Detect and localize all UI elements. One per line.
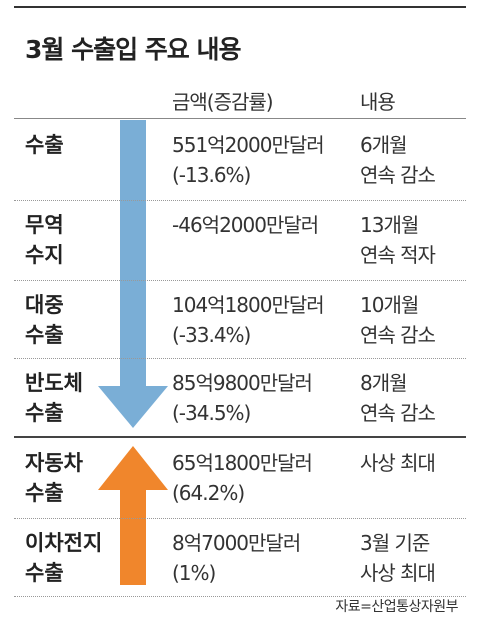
row-label: 수출 <box>25 481 64 505</box>
row-amount: (64.2%) <box>172 481 245 505</box>
row-amount: 65억1800만달러 <box>172 451 313 475</box>
row-amount: -46억2000만달러 <box>172 213 319 237</box>
row-note: 연속 감소 <box>360 401 436 425</box>
header-rule <box>14 118 466 119</box>
row-label: 대중 <box>25 293 64 317</box>
row-label: 수출 <box>25 401 64 425</box>
row-note: 3월 기준 <box>360 531 430 555</box>
row-note: 8개월 <box>360 371 408 395</box>
row-separator <box>14 280 466 281</box>
title: 3월 수출입 주요 내용 <box>25 35 242 64</box>
divider <box>14 436 466 438</box>
row-amount: (-34.5%) <box>172 401 251 425</box>
up-arrow-shaft <box>120 489 146 585</box>
row-amount: (-13.6%) <box>172 163 251 187</box>
header-note: 내용 <box>360 90 396 114</box>
row-note: 10개월 <box>360 293 419 317</box>
up-arrow-head <box>98 446 168 490</box>
down-arrow-shaft <box>120 120 146 386</box>
row-label: 수출 <box>25 561 64 585</box>
bottom-rule <box>14 596 466 597</box>
row-label: 수지 <box>25 243 64 267</box>
source: 자료=산업통상자원부 <box>335 599 458 615</box>
row-amount: 551억2000만달러 <box>172 133 325 157</box>
row-amount: 104억1800만달러 <box>172 293 325 317</box>
row-label: 자동차 <box>25 451 83 475</box>
row-label: 수출 <box>25 323 64 347</box>
row-label: 수출 <box>25 133 64 157</box>
row-note: 사상 최대 <box>360 451 436 475</box>
row-amount: (1%) <box>172 561 216 585</box>
row-note: 사상 최대 <box>360 561 436 585</box>
row-label: 무역 <box>25 213 64 237</box>
header-amount: 금액(증감률) <box>172 90 274 114</box>
row-note: 연속 감소 <box>360 163 436 187</box>
row-amount: 8억7000만달러 <box>172 531 301 555</box>
row-label: 반도체 <box>25 371 83 395</box>
row-separator <box>14 518 466 519</box>
row-amount: 85억9800만달러 <box>172 371 313 395</box>
row-amount: (-33.4%) <box>172 323 251 347</box>
top-rule <box>14 6 466 8</box>
row-note: 연속 적자 <box>360 243 436 267</box>
row-label: 이차전지 <box>25 531 103 555</box>
row-note: 연속 감소 <box>360 323 436 347</box>
row-separator <box>14 358 466 359</box>
row-note: 6개월 <box>360 133 408 157</box>
down-arrow-head <box>98 386 168 428</box>
row-note: 13개월 <box>360 213 419 237</box>
row-separator <box>14 200 466 201</box>
